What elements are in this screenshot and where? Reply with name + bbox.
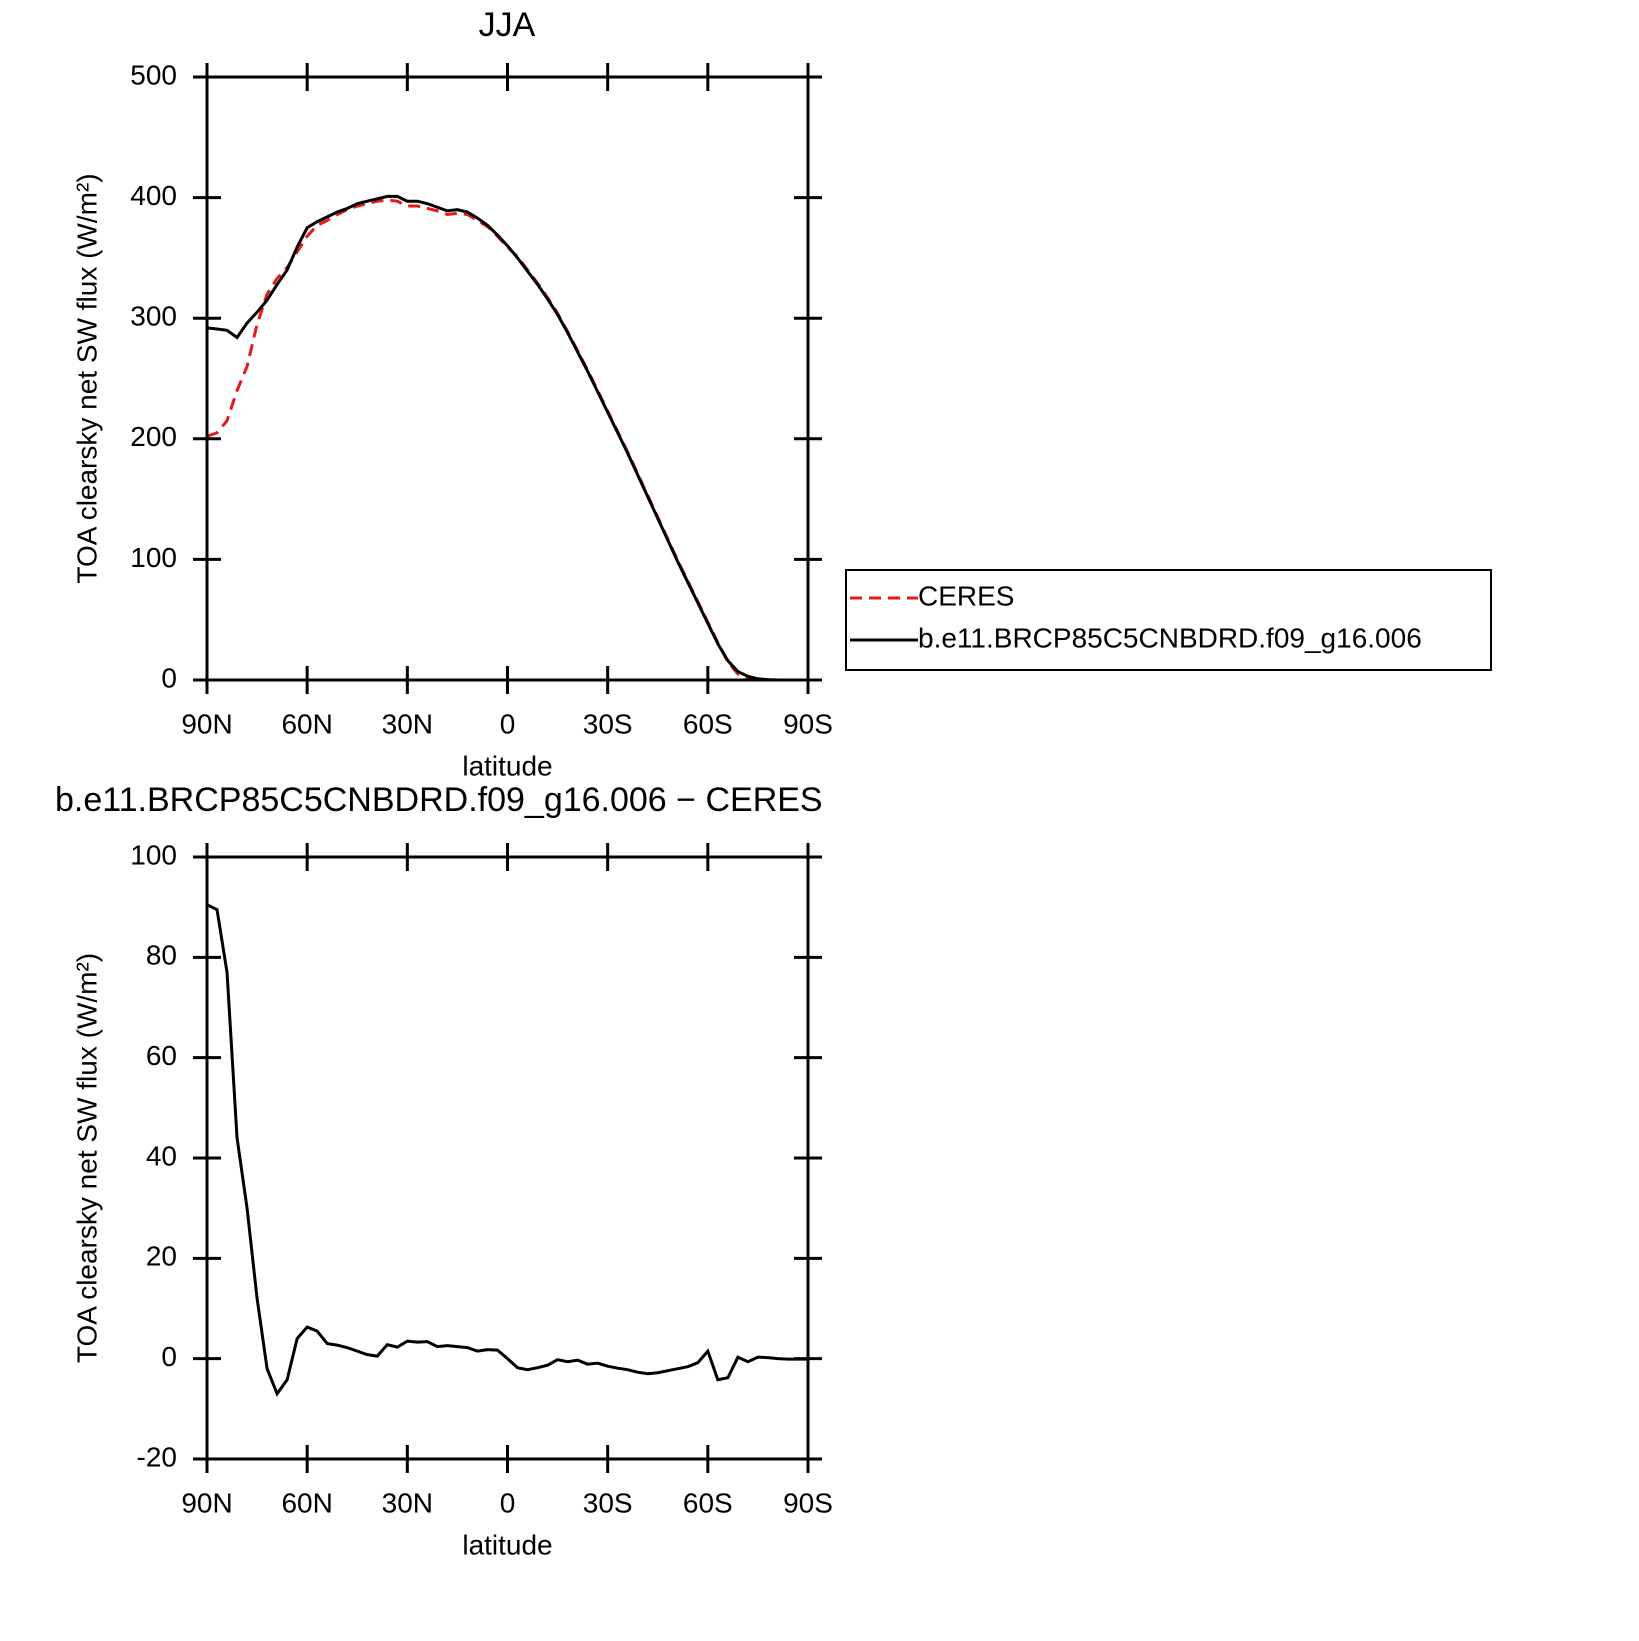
- y-axis-label: TOA clearsky net SW flux (W/m²): [71, 173, 102, 583]
- legend-label: CERES: [918, 580, 1014, 611]
- plot-frame: [205, 855, 810, 1461]
- x-axis-label: latitude: [462, 1529, 552, 1560]
- y-tick-label: -20: [137, 1441, 177, 1472]
- y-tick-label: 300: [130, 301, 177, 332]
- y-tick-label: 200: [130, 421, 177, 452]
- y-tick-label: 60: [146, 1040, 177, 1071]
- x-tick-label: 90N: [181, 1487, 232, 1518]
- y-tick-label: 20: [146, 1241, 177, 1272]
- x-tick-label: 30S: [583, 708, 633, 739]
- chart-title: b.e11.BRCP85C5CNBDRD.f09_g16.006 − CERES: [55, 781, 823, 819]
- legend-box: [845, 569, 1492, 671]
- y-tick-label: 0: [161, 662, 177, 693]
- x-tick-label: 90S: [783, 708, 833, 739]
- y-tick-label: 80: [146, 940, 177, 971]
- x-tick-label: 30S: [583, 1487, 633, 1518]
- y-tick-label: 0: [161, 1341, 177, 1372]
- series-line: [206, 194, 808, 682]
- y-tick-label: 40: [146, 1140, 177, 1171]
- x-tick-label: 60N: [281, 1487, 332, 1518]
- x-tick-label: 30N: [382, 1487, 433, 1518]
- y-tick-label: 100: [130, 542, 177, 573]
- x-axis-label: latitude: [462, 750, 552, 781]
- chart-title: JJA: [479, 6, 536, 44]
- y-axis-label: TOA clearsky net SW flux (W/m²): [71, 953, 102, 1363]
- series-line: [206, 198, 808, 682]
- y-tick-label: 500: [130, 59, 177, 90]
- x-tick-label: 60N: [281, 708, 332, 739]
- x-tick-label: 90S: [783, 1487, 833, 1518]
- plot-frame: [205, 75, 810, 682]
- x-tick-label: 0: [500, 708, 516, 739]
- x-tick-label: 0: [500, 1487, 516, 1518]
- y-tick-label: 400: [130, 180, 177, 211]
- x-tick-label: 30N: [382, 708, 433, 739]
- y-tick-label: 100: [130, 839, 177, 870]
- series-line: [206, 903, 808, 1397]
- x-tick-label: 60S: [683, 708, 733, 739]
- x-tick-label: 60S: [683, 1487, 733, 1518]
- legend-label: b.e11.BRCP85C5CNBDRD.f09_g16.006: [918, 622, 1422, 653]
- x-tick-label: 90N: [181, 708, 232, 739]
